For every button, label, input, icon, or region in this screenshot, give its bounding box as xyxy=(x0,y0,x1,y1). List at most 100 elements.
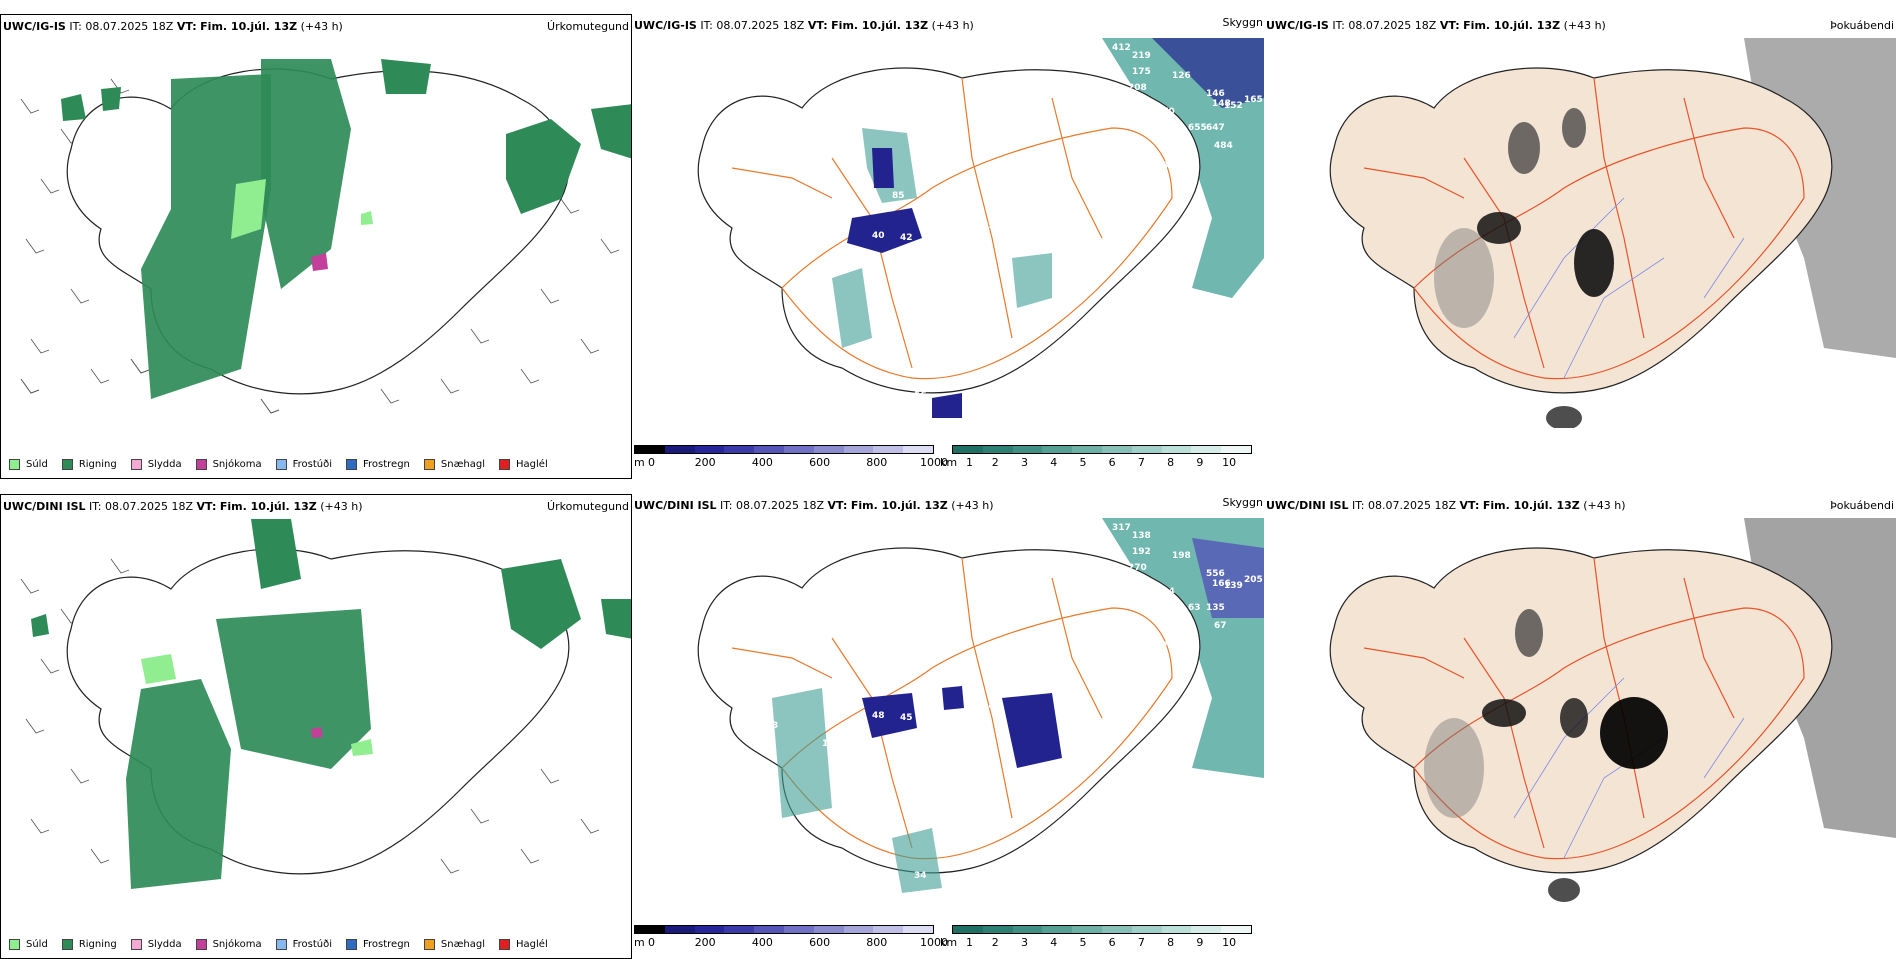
legend-item: Frostregn xyxy=(346,458,410,470)
colorbar-tick: 6 xyxy=(1108,936,1116,949)
visibility-value-label: 317 xyxy=(1112,523,1131,533)
precip-legend: Súld Rigning Slydda Snjókoma Frostúði Frostre… xyxy=(9,456,548,472)
fog-panel-row2: UWC/DINI ISL IT: 08.07.2025 18Z VT: Fim.… xyxy=(1264,494,1896,959)
legend-label: Slydda xyxy=(147,938,182,950)
legend-label: Snæhagl xyxy=(440,938,486,950)
iceland-land xyxy=(1329,67,1833,394)
legend-label: Súld xyxy=(26,938,48,950)
visibility-value-label: 3 xyxy=(772,721,778,731)
colorbar-segment xyxy=(694,926,725,933)
legend-label: Frostúði xyxy=(292,458,332,470)
legend-label: Haglél xyxy=(516,938,548,950)
legend-label: Rigning xyxy=(78,938,117,950)
panel-header: UWC/IG-IS IT: 08.07.2025 18Z VT: Fim. 10… xyxy=(3,20,629,33)
colorbar-tick: 0 xyxy=(648,936,655,949)
iceland-outline xyxy=(697,67,1201,394)
colorbar-segment xyxy=(724,446,755,453)
colorbar-segment xyxy=(903,926,933,933)
colorbar-tick: 7 xyxy=(1137,936,1145,949)
panel-title: Úrkomutegund xyxy=(547,20,629,33)
visibility-value-label: 166 xyxy=(1212,579,1231,589)
visibility-value-label: 63 xyxy=(865,766,878,776)
precip-panel-row2: UWC/DINI ISL IT: 08.07.2025 18Z VT: Fim.… xyxy=(0,494,632,959)
visibility-value-label: 175 xyxy=(1132,67,1151,77)
colorbar-tick: 400 xyxy=(751,456,773,469)
model-label: UWC/DINI ISL xyxy=(1266,499,1349,512)
legend-item: Haglél xyxy=(499,938,548,950)
colorbar-segment xyxy=(664,446,695,453)
colorbar-segment xyxy=(783,926,814,933)
colorbar-segment xyxy=(813,926,844,933)
visibility-value-label: 40 xyxy=(872,231,885,241)
lead-time: (+43 h) xyxy=(300,20,343,33)
visibility-value-label: 126 xyxy=(1172,71,1191,81)
init-time: 08.07.2025 18Z xyxy=(716,19,805,32)
colorbar-segment xyxy=(1072,926,1102,933)
visibility-value-label: 18 xyxy=(822,739,835,749)
visibility-value-label: 138 xyxy=(1132,531,1151,541)
colorbar-tick: 400 xyxy=(751,936,773,949)
visibility-value-label: 63 xyxy=(865,286,878,296)
visibility-value-label: 89 xyxy=(1162,161,1175,171)
init-time: 08.07.2025 18Z xyxy=(1348,19,1437,32)
colorbar-segment xyxy=(1191,446,1222,453)
visibility-value-label: 12 xyxy=(940,228,953,238)
fog-area xyxy=(1477,212,1521,244)
visibility-value-label: 7 xyxy=(922,351,928,361)
legend-swatch xyxy=(499,458,511,470)
visibility-value-label: 85 xyxy=(892,191,905,201)
colorbar-tick: 4 xyxy=(1050,456,1058,469)
visibility-value-label: 192 xyxy=(1132,547,1151,557)
colorbar-tick: 800 xyxy=(866,456,888,469)
panel-title: Þokuábendi xyxy=(1830,19,1894,32)
panel-title: Þokuábendi xyxy=(1830,499,1894,512)
visibility-value-label: 58 xyxy=(922,691,935,701)
legend-item: Snæhagl xyxy=(423,458,485,470)
legend-item: Slydda xyxy=(130,458,182,470)
visibility-panel-row2: UWC/DINI ISL IT: 08.07.2025 18Z VT: Fim.… xyxy=(632,494,1264,959)
visibility-value-label: 139 xyxy=(1224,581,1243,591)
legend-swatch xyxy=(195,938,207,950)
visibility-value-label: 3 xyxy=(890,311,896,321)
visibility-value-label: 148 xyxy=(1212,99,1231,109)
colorbar-segment xyxy=(724,926,755,933)
visibility-value-label: 412 xyxy=(1112,43,1131,53)
colorbar-tick: 200 xyxy=(694,456,716,469)
fog-map xyxy=(1329,518,1896,902)
colorbar-tick: 1 xyxy=(966,936,973,949)
visibility-value-label: 45 xyxy=(900,713,913,723)
fog-map xyxy=(1329,38,1896,428)
colorbar-tick: 600 xyxy=(809,936,831,949)
rain-area-east xyxy=(501,559,581,649)
colorbar-tick: 200 xyxy=(694,936,716,949)
colorbar-tick: 2 xyxy=(991,936,999,949)
colorbar-segment xyxy=(664,926,695,933)
colorbar-tick: 3 xyxy=(1020,456,1028,469)
legend-swatch xyxy=(346,458,357,470)
visibility-value-label: 48 xyxy=(872,711,885,721)
visibility-value-label: 48 xyxy=(937,331,950,341)
valid-time: Fim. 10.júl. 13Z xyxy=(219,500,317,513)
snow-area xyxy=(311,727,323,738)
colorbar-tick: 600 xyxy=(809,456,831,469)
road-network xyxy=(731,557,1173,860)
legend-item: Haglél xyxy=(499,458,548,470)
colorbar-segment xyxy=(1161,926,1192,933)
colorbar-tick: 8 xyxy=(1167,456,1175,469)
colorbar-tick: 1 xyxy=(966,456,973,469)
visibility-value-label: 53 xyxy=(922,211,935,221)
colorbar-segment xyxy=(1161,446,1192,453)
rain-area-central xyxy=(216,609,371,769)
model-label: UWC/IG-IS xyxy=(1266,19,1329,32)
colorbar-segment xyxy=(1042,926,1073,933)
colorbar-segment xyxy=(635,446,665,453)
colorbar-segment xyxy=(635,926,665,933)
lead-time: (+43 h) xyxy=(320,500,363,513)
init-time: 08.07.2025 18Z xyxy=(105,500,194,513)
visibility-value-label: 655 xyxy=(1188,123,1207,133)
precip-map xyxy=(20,519,631,889)
drizzle-area xyxy=(141,654,176,684)
panel-header: UWC/DINI ISL IT: 08.07.2025 18Z VT: Fim.… xyxy=(1266,499,1894,512)
colorbar-segment xyxy=(754,446,784,453)
legend-label: Súld xyxy=(26,458,48,470)
